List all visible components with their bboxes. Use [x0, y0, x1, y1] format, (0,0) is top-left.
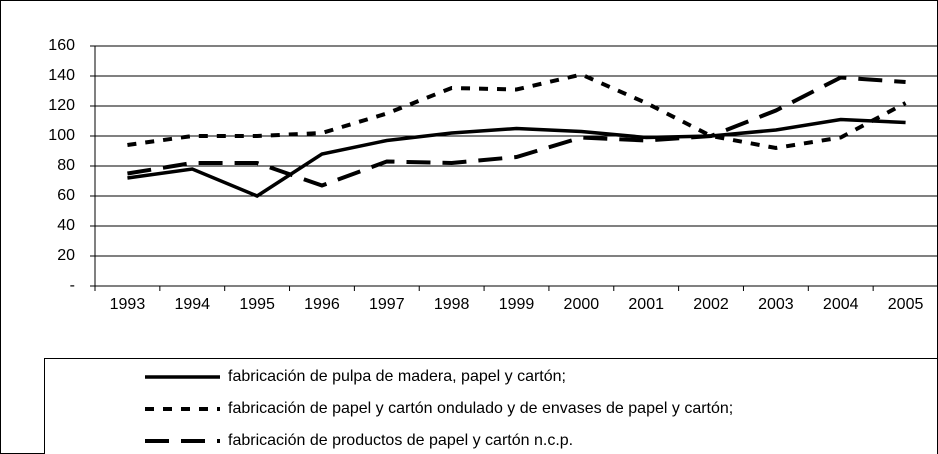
x-tick-label: 2001	[628, 296, 664, 313]
y-tick-label: -	[70, 277, 75, 294]
x-tick-label: 2002	[693, 296, 729, 313]
x-tick-label: 1995	[239, 296, 275, 313]
x-tick-label: 1997	[369, 296, 405, 313]
legend-label: fabricación de papel y cartón ondulado y…	[228, 400, 733, 417]
y-tick-label: 20	[57, 247, 75, 264]
legend-label: fabricación de productos de papel y cart…	[228, 432, 573, 449]
x-tick-label: 1993	[110, 296, 146, 313]
series-line	[127, 117, 906, 198]
y-tick-label: 140	[48, 67, 75, 84]
x-tick-label: 1994	[174, 296, 210, 313]
y-tick-label: 80	[57, 157, 75, 174]
y-tick-label: 60	[57, 187, 75, 204]
y-tick-label: 160	[48, 37, 75, 54]
legend-label: fabricación de pulpa de madera, papel y …	[228, 368, 566, 385]
y-tick-label: 100	[48, 127, 75, 144]
x-tick-label: 1998	[434, 296, 470, 313]
x-tick-label: 2004	[823, 296, 859, 313]
y-tick-label: 40	[57, 217, 75, 234]
x-tick-label: 2003	[758, 296, 794, 313]
y-tick-label: 120	[48, 97, 75, 114]
x-tick-label: 1996	[304, 296, 340, 313]
legend-frame	[44, 358, 938, 454]
series-line	[127, 75, 906, 188]
series-line	[127, 72, 907, 151]
x-tick-label: 1999	[499, 296, 535, 313]
x-tick-label: 2005	[888, 296, 924, 313]
x-tick-label: 2000	[564, 296, 600, 313]
